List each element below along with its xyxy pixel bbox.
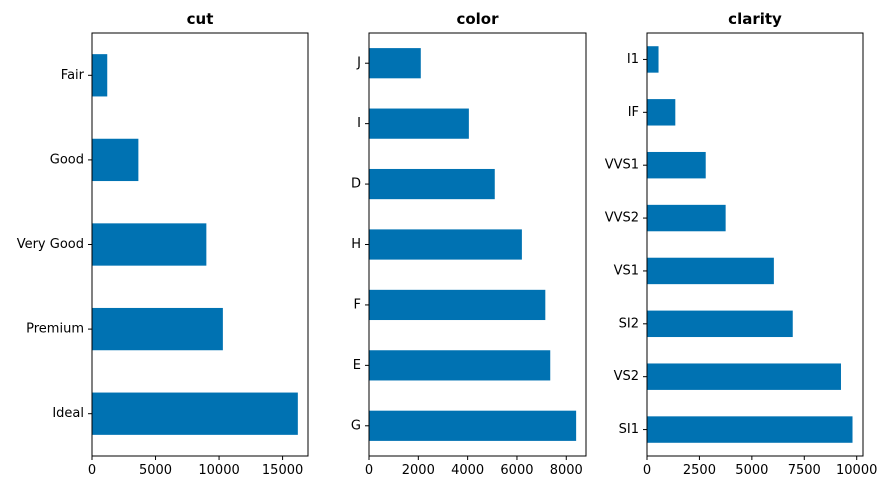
clarity-bar-i1: [647, 46, 659, 73]
clarity-xtick-label-0: 0: [643, 463, 651, 478]
color-bar-e: [369, 350, 551, 381]
cut-ytick-label-ideal: Ideal: [52, 406, 84, 421]
color-bar-i: [369, 108, 469, 139]
cut-bar-good: [92, 138, 139, 182]
clarity-bar-vs1: [647, 257, 774, 285]
color-bar-f: [369, 289, 546, 321]
color-xtick-label-0: 0: [365, 463, 373, 478]
color-chart: color G E F H D I J 0 2000 4000 6000 8000: [351, 10, 587, 478]
color-ytick-label-h: H: [351, 237, 361, 252]
clarity-bar-vvs1: [647, 151, 706, 179]
clarity-ytick-label-if: IF: [628, 105, 639, 120]
clarity-chart-title: clarity: [728, 10, 782, 28]
clarity-bar-vs2: [647, 363, 841, 390]
color-xtick-label-8000: 8000: [550, 463, 583, 478]
color-ytick-label-g: G: [351, 418, 361, 433]
cut-bar-very-good: [92, 223, 207, 266]
clarity-ytick-label-si2: SI2: [619, 316, 639, 331]
color-xtick-label-4000: 4000: [451, 463, 484, 478]
clarity-axes-frame: [646, 32, 864, 457]
color-ytick-label-d: D: [351, 177, 361, 192]
clarity-xtick-label-2500: 2500: [683, 463, 716, 478]
clarity-xtick-label-7500: 7500: [788, 463, 821, 478]
cut-xtick-label-0: 0: [88, 463, 96, 478]
clarity-bar-si1: [647, 416, 853, 443]
cut-chart-title: cut: [187, 10, 214, 28]
clarity-ytick-label-vs1: VS1: [614, 263, 639, 278]
color-bar-g: [369, 410, 577, 441]
cut-bar-ideal: [92, 392, 298, 435]
color-chart-title: color: [456, 10, 499, 28]
clarity-xtick-label-5000: 5000: [735, 463, 768, 478]
clarity-bar-if: [647, 99, 676, 126]
color-xtick-label-2000: 2000: [402, 463, 435, 478]
color-ytick-label-f: F: [354, 297, 361, 312]
color-bar-d: [369, 168, 495, 200]
clarity-ytick-label-vs2: VS2: [614, 369, 639, 384]
color-bar-h: [369, 229, 522, 260]
cut-bar-fair: [92, 54, 108, 97]
clarity-ytick-label-vvs2: VVS2: [605, 211, 639, 226]
color-ytick-label-j: J: [356, 56, 361, 71]
clarity-xtick-label-10000: 10000: [836, 463, 877, 478]
clarity-ytick-label-i1: I1: [627, 52, 639, 67]
color-bar-j: [369, 48, 421, 79]
clarity-bar-si2: [647, 310, 793, 338]
color-ytick-label-e: E: [353, 358, 361, 373]
cut-bar-premium: [92, 307, 223, 351]
cut-xtick-label-10000: 10000: [198, 463, 239, 478]
cut-xtick-label-15000: 15000: [262, 463, 303, 478]
clarity-ytick-label-si1: SI1: [619, 422, 639, 437]
cut-ytick-label-very-good: Very Good: [17, 237, 84, 252]
clarity-bar-vvs2: [647, 204, 726, 232]
cut-xtick-label-5000: 5000: [139, 463, 172, 478]
cut-chart: cut Ideal Premium Very Good Good Fair 0 5000 10…: [17, 10, 309, 478]
cut-ytick-label-fair: Fair: [61, 68, 85, 83]
cut-ytick-label-good: Good: [50, 152, 84, 167]
cut-axes-frame: [91, 32, 309, 457]
color-ytick-label-i: I: [357, 116, 361, 131]
cut-ytick-label-premium: Premium: [26, 322, 84, 337]
color-axes-frame: [368, 32, 587, 457]
color-xtick-label-6000: 6000: [500, 463, 533, 478]
clarity-ytick-label-vvs1: VVS1: [605, 158, 639, 173]
clarity-chart: clarity SI1 VS2 SI2 VS1 VVS2 VVS1 IF I1 0 2500 500…: [605, 10, 878, 478]
